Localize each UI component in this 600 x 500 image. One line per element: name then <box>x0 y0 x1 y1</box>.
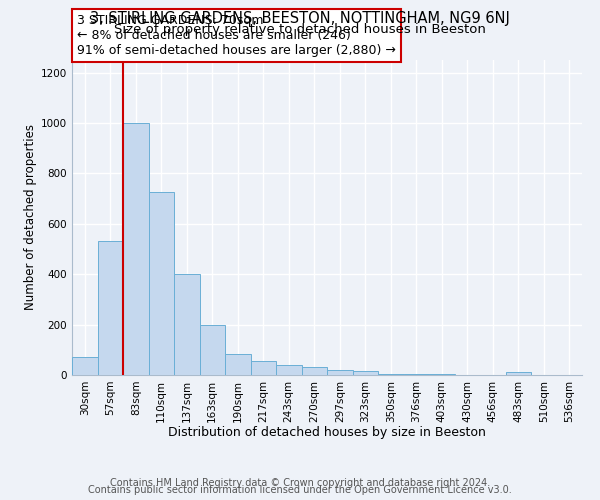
Bar <box>353 370 378 375</box>
Bar <box>378 374 404 375</box>
Bar <box>276 365 302 375</box>
Bar <box>429 374 455 375</box>
X-axis label: Distribution of detached houses by size in Beeston: Distribution of detached houses by size … <box>168 426 486 439</box>
Bar <box>123 123 149 375</box>
Bar <box>97 242 123 375</box>
Bar <box>174 274 199 375</box>
Bar <box>149 192 174 375</box>
Bar <box>302 366 327 375</box>
Text: 3 STIRLING GARDENS: 70sqm
← 8% of detached houses are smaller (246)
91% of semi-: 3 STIRLING GARDENS: 70sqm ← 8% of detach… <box>77 14 396 57</box>
Text: Size of property relative to detached houses in Beeston: Size of property relative to detached ho… <box>114 22 486 36</box>
Bar <box>404 374 429 375</box>
Bar <box>225 354 251 375</box>
Text: Contains public sector information licensed under the Open Government Licence v3: Contains public sector information licen… <box>88 485 512 495</box>
Y-axis label: Number of detached properties: Number of detached properties <box>24 124 37 310</box>
Text: 3, STIRLING GARDENS, BEESTON, NOTTINGHAM, NG9 6NJ: 3, STIRLING GARDENS, BEESTON, NOTTINGHAM… <box>90 11 510 26</box>
Bar <box>327 370 353 375</box>
Bar <box>199 324 225 375</box>
Bar <box>505 372 531 375</box>
Text: Contains HM Land Registry data © Crown copyright and database right 2024.: Contains HM Land Registry data © Crown c… <box>110 478 490 488</box>
Bar <box>251 360 276 375</box>
Bar <box>72 358 97 375</box>
